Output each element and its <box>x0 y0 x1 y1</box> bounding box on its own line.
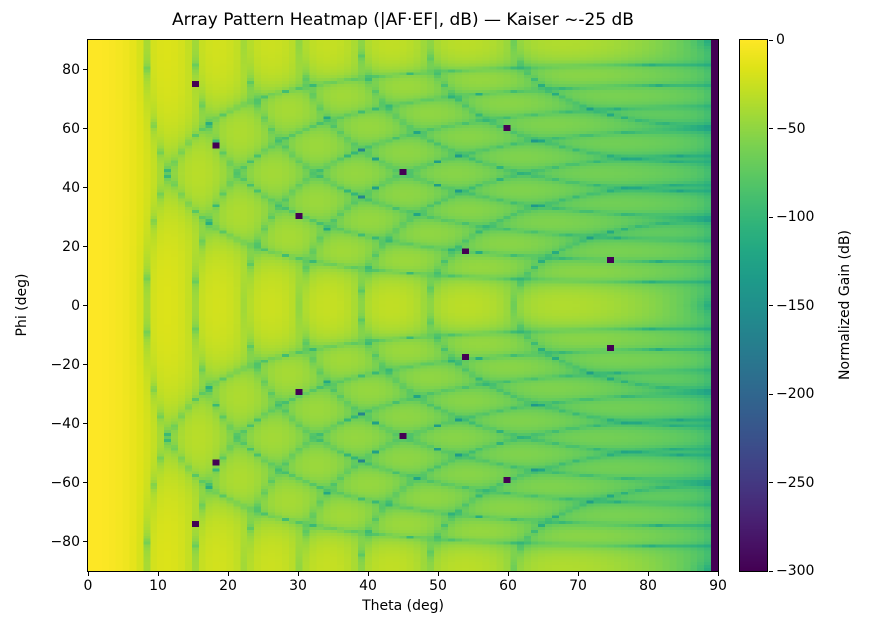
x-tick-mark <box>227 572 229 576</box>
x-tick-mark <box>717 572 719 576</box>
x-tick-label: 70 <box>569 578 587 594</box>
colorbar-tick-label: 0 <box>776 32 785 48</box>
y-tick-label: −60 <box>50 474 80 491</box>
x-tick-label: 40 <box>359 578 377 594</box>
y-tick-mark <box>83 482 87 483</box>
y-tick-label: 80 <box>62 61 80 78</box>
y-tick-mark <box>83 423 87 424</box>
y-tick-mark <box>83 305 87 306</box>
y-tick-label: −40 <box>50 415 80 432</box>
colorbar-tick-mark <box>769 482 773 483</box>
x-tick-label: 50 <box>429 578 447 594</box>
x-tick-mark <box>507 572 509 576</box>
colorbar-tick-label: −100 <box>776 209 815 225</box>
x-tick-mark <box>87 572 89 576</box>
y-tick-mark <box>83 187 87 188</box>
x-tick-label: 80 <box>639 578 657 594</box>
colorbar-tick-mark <box>769 393 773 395</box>
x-tick-mark <box>577 572 579 576</box>
y-tick-mark <box>83 541 87 542</box>
x-tick-mark <box>297 572 299 576</box>
colorbar-tick-label: −250 <box>776 474 815 491</box>
colorbar-tick-mark <box>769 128 773 129</box>
colorbar-label: Normalized Gain (dB) <box>837 230 853 380</box>
colorbar-gradient <box>740 40 767 571</box>
y-tick-label: −80 <box>50 533 80 550</box>
colorbar-tick-mark <box>769 39 773 41</box>
x-tick-label: 30 <box>289 578 307 594</box>
colorbar-tick-mark <box>769 216 773 218</box>
colorbar-tick-mark <box>769 570 773 572</box>
x-tick-label: 90 <box>709 578 727 594</box>
colorbar-tick-label: −200 <box>776 386 815 402</box>
x-axis-label: Theta (deg) <box>362 598 444 614</box>
x-tick-mark <box>367 572 369 576</box>
colorbar-tick-label: −300 <box>776 563 815 579</box>
y-tick-label: 60 <box>62 120 80 137</box>
chart-title: Array Pattern Heatmap (|AF·EF|, dB) — Ka… <box>172 10 634 30</box>
y-tick-mark <box>83 69 87 70</box>
y-tick-label: 20 <box>62 238 80 255</box>
x-tick-mark <box>157 572 159 576</box>
x-tick-label: 60 <box>499 578 517 594</box>
y-axis-label: Phi (deg) <box>14 273 30 337</box>
y-tick-mark <box>83 364 87 365</box>
colorbar-tick-mark <box>769 305 773 306</box>
colorbar-tick-label: −150 <box>776 297 815 314</box>
y-tick-mark <box>83 246 87 247</box>
x-tick-mark <box>437 572 439 576</box>
x-tick-label: 10 <box>149 578 167 594</box>
x-tick-label: 20 <box>219 578 237 594</box>
x-tick-label: 0 <box>83 578 93 594</box>
y-tick-label: 40 <box>62 179 80 196</box>
x-tick-mark <box>647 572 649 576</box>
y-tick-label: −20 <box>50 356 80 373</box>
heatmap-image <box>88 40 718 571</box>
y-tick-label: 0 <box>71 297 80 314</box>
y-tick-mark <box>83 128 87 129</box>
colorbar-tick-label: −50 <box>776 120 806 137</box>
